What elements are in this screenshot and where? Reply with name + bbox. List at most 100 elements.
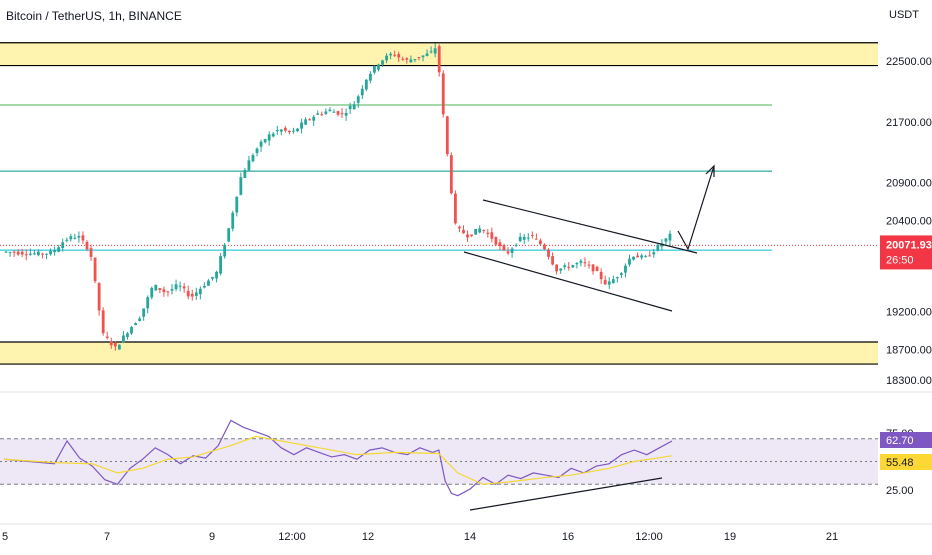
candle-body	[413, 59, 417, 61]
candle-body	[429, 51, 433, 53]
candle-body	[320, 114, 324, 116]
price-axis-tick-label: 20900.00	[886, 178, 932, 190]
time-axis-tick-label: 16	[562, 531, 574, 543]
candle-body	[12, 251, 16, 253]
chart-title: Bitcoin / TetherUS, 1h, BINANCE	[6, 9, 182, 23]
candle-body	[607, 281, 611, 285]
candle-body	[243, 169, 247, 178]
candle-body	[668, 233, 672, 241]
candle-body	[101, 310, 105, 334]
rsi-axis-tick-label: 25.00	[886, 485, 914, 497]
projection-arrow-head	[705, 164, 715, 177]
candle-body	[190, 293, 194, 297]
candle-body	[259, 141, 263, 147]
candle-body	[130, 327, 133, 334]
candle-body	[186, 290, 190, 297]
candle-body	[583, 262, 587, 264]
candle-body	[551, 256, 554, 265]
candle-body	[182, 286, 186, 289]
candle-body	[231, 212, 235, 229]
candle-body	[16, 251, 20, 255]
candle-body	[506, 251, 510, 254]
candle-body	[640, 255, 644, 258]
candle-body	[421, 55, 425, 58]
candle-body	[449, 155, 453, 194]
candle-body	[308, 119, 312, 121]
candle-body	[150, 287, 154, 298]
candle-body	[615, 277, 619, 279]
candle-body	[73, 237, 77, 239]
candle-body	[288, 130, 291, 133]
candle-body	[474, 228, 478, 235]
candle-body	[664, 238, 668, 242]
candle-body	[93, 257, 97, 282]
candle-body	[567, 266, 571, 268]
candle-body	[126, 333, 129, 338]
candle-body	[134, 323, 137, 326]
candle-body	[518, 236, 522, 242]
candle-body	[166, 291, 170, 293]
candle-body	[340, 113, 344, 115]
candle-body	[207, 280, 210, 286]
candle-body	[279, 129, 283, 132]
candle-body	[89, 248, 93, 257]
support-zone	[0, 342, 878, 365]
candle-body	[547, 249, 550, 257]
candle-body	[336, 111, 340, 115]
candle-body	[344, 112, 348, 116]
candle-body	[178, 285, 182, 287]
candle-body	[652, 252, 656, 255]
candle-body	[502, 245, 506, 251]
candle-body	[458, 226, 461, 229]
candle-body	[275, 130, 279, 132]
candle-body	[587, 264, 591, 266]
candle-body	[235, 196, 239, 213]
candle-body	[628, 258, 631, 265]
time-axis-tick-label: 14	[464, 531, 476, 543]
candle-body	[97, 282, 101, 311]
candle-body	[57, 247, 61, 252]
candle-body	[498, 242, 502, 247]
price-axis-tick-label: 19200.00	[886, 307, 932, 319]
last-price-label: 20071.93	[886, 239, 932, 251]
rsi-divergence-line	[469, 477, 663, 511]
candle-body	[122, 335, 125, 343]
candle-body	[300, 122, 303, 129]
candle-body	[636, 255, 639, 258]
time-axis-tick-label: 19	[724, 531, 736, 543]
candle-body	[595, 266, 599, 271]
candle-body	[352, 104, 356, 110]
candle-body	[530, 235, 534, 237]
candle-body	[117, 344, 121, 350]
candle-body	[292, 130, 295, 132]
candle-body	[482, 229, 486, 231]
candle-body	[603, 279, 607, 285]
candle-body	[624, 265, 627, 273]
candle-body	[247, 160, 251, 171]
candle-body	[660, 243, 664, 247]
candle-body	[49, 250, 52, 255]
last-price-label-bg	[880, 235, 932, 270]
candle-body	[356, 96, 360, 103]
candle-body	[433, 48, 437, 54]
candle-body	[255, 148, 259, 154]
candle-body	[227, 228, 231, 242]
candle-body	[514, 244, 518, 246]
candle-body	[324, 111, 328, 114]
candle-body	[385, 55, 388, 61]
candle-body	[267, 134, 271, 141]
candle-body	[401, 58, 405, 60]
candle-body	[425, 53, 429, 56]
candle-body	[251, 155, 255, 162]
candle-body	[405, 58, 409, 60]
candle-body	[466, 234, 469, 238]
candle-body	[316, 113, 320, 115]
candle-body	[619, 273, 623, 275]
candle-body	[45, 253, 48, 255]
candle-body	[37, 251, 40, 256]
candle-body	[113, 342, 117, 347]
candle-body	[559, 268, 563, 271]
candle-body	[65, 239, 69, 241]
price-axis-tick-label: 21700.00	[886, 117, 932, 129]
